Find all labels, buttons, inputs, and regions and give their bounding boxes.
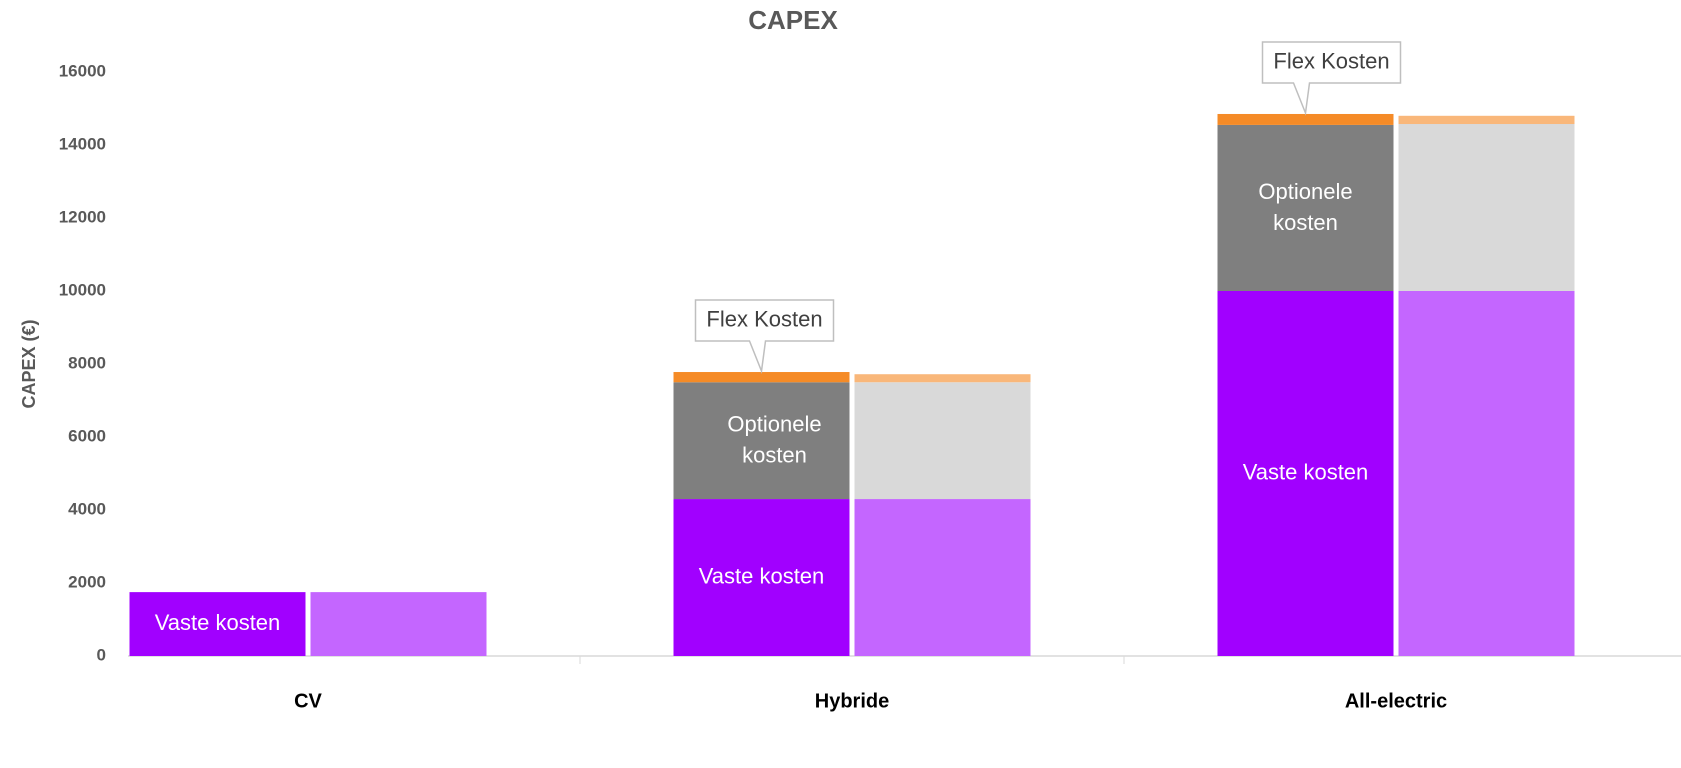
bar-segment <box>1217 113 1394 125</box>
callout <box>1261 41 1402 116</box>
bar-segment <box>129 592 306 656</box>
bar-segment <box>854 382 1031 500</box>
data-label: Vaste kosten <box>1243 459 1369 484</box>
y-axis-label: CAPEX (€) <box>19 319 39 408</box>
y-tick-label: 0 <box>97 645 106 664</box>
bar-segment <box>1398 115 1575 125</box>
callout <box>694 299 835 374</box>
x-tick-label: Hybride <box>815 690 889 712</box>
chart-title: CAPEX <box>748 5 838 35</box>
x-tick-label: CV <box>294 690 322 712</box>
data-label: Flex Kosten <box>706 306 822 331</box>
bar-segment <box>854 499 1031 656</box>
bar-segment <box>1217 124 1394 291</box>
y-tick-label: 6000 <box>68 426 106 445</box>
bar-segment <box>1217 291 1394 656</box>
bar-segment <box>854 374 1031 383</box>
y-tick-label: 4000 <box>68 499 106 518</box>
y-tick-label: 16000 <box>59 61 106 80</box>
bar-segment <box>310 592 487 656</box>
data-label: Optionele kosten <box>1258 179 1352 235</box>
y-tick-label: 10000 <box>59 280 106 299</box>
data-label: Vaste kosten <box>699 563 825 588</box>
bar-segment <box>673 499 850 656</box>
x-tick-label: All-electric <box>1345 690 1447 712</box>
y-tick-label: 12000 <box>59 207 106 226</box>
bar-segment <box>673 372 850 383</box>
bar-segment <box>1398 291 1575 656</box>
y-tick-label: 14000 <box>59 134 106 153</box>
y-tick-label: 8000 <box>68 353 106 372</box>
data-label: Vaste kosten <box>155 610 281 635</box>
bar-segment <box>1398 124 1575 291</box>
y-tick-label: 2000 <box>68 572 106 591</box>
bar-segment <box>673 382 850 500</box>
data-label: Flex Kosten <box>1273 48 1389 73</box>
data-label: Optionele kosten <box>727 411 821 467</box>
